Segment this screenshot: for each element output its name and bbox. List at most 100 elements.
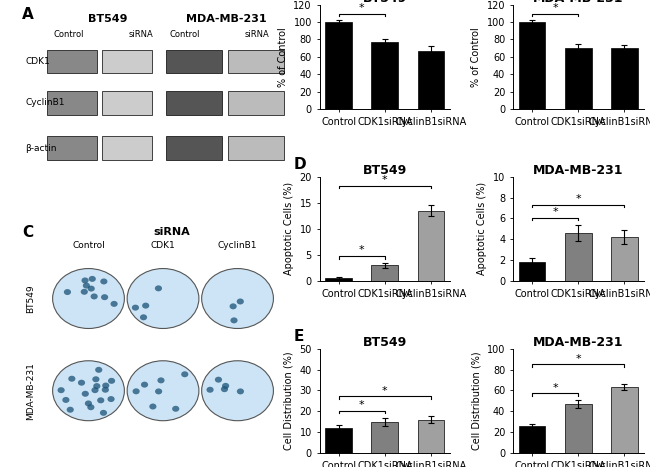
Text: *: * — [575, 354, 581, 364]
Title: BT549: BT549 — [363, 164, 407, 177]
Y-axis label: Cell Distribution (%): Cell Distribution (%) — [471, 352, 481, 450]
Text: siRNA: siRNA — [244, 30, 269, 39]
Bar — [228, 136, 285, 160]
Circle shape — [87, 404, 94, 410]
Circle shape — [97, 397, 105, 403]
Circle shape — [172, 406, 179, 412]
Bar — [102, 136, 152, 160]
Circle shape — [68, 376, 75, 382]
Circle shape — [102, 387, 109, 393]
Circle shape — [237, 298, 244, 304]
Circle shape — [222, 383, 229, 389]
Bar — [102, 91, 152, 115]
Circle shape — [215, 377, 222, 382]
Bar — [326, 22, 352, 109]
Text: D: D — [294, 157, 306, 172]
Circle shape — [127, 269, 199, 328]
Circle shape — [90, 293, 98, 299]
Circle shape — [157, 377, 164, 383]
Circle shape — [202, 269, 274, 328]
Bar — [166, 50, 222, 73]
Text: BT549: BT549 — [26, 284, 35, 313]
Circle shape — [202, 361, 274, 421]
Text: *: * — [359, 3, 365, 13]
Circle shape — [92, 387, 99, 393]
Circle shape — [141, 382, 148, 388]
Circle shape — [81, 289, 88, 295]
Circle shape — [95, 367, 102, 373]
Bar — [611, 387, 638, 453]
Circle shape — [93, 383, 100, 389]
Text: CDK1: CDK1 — [25, 57, 50, 66]
Y-axis label: % of Control: % of Control — [471, 27, 481, 87]
Circle shape — [237, 389, 244, 395]
Text: MDA-MB-231: MDA-MB-231 — [26, 362, 35, 420]
Circle shape — [81, 277, 88, 283]
Text: CyclinB1: CyclinB1 — [218, 241, 257, 250]
Circle shape — [142, 303, 150, 309]
Bar — [228, 50, 285, 73]
Circle shape — [111, 301, 118, 307]
Text: Control: Control — [54, 30, 84, 39]
Title: MDA-MB-231: MDA-MB-231 — [533, 164, 623, 177]
Text: *: * — [359, 400, 365, 410]
Text: E: E — [294, 329, 304, 344]
Circle shape — [207, 387, 214, 393]
Bar — [47, 50, 97, 73]
Bar — [611, 237, 638, 281]
Title: MDA-MB-231: MDA-MB-231 — [533, 0, 623, 5]
Bar — [47, 136, 97, 160]
Bar — [519, 426, 545, 453]
Circle shape — [83, 283, 90, 289]
Text: *: * — [359, 246, 365, 255]
Circle shape — [64, 289, 71, 295]
Circle shape — [101, 294, 108, 300]
Text: β-actin: β-actin — [25, 143, 57, 153]
Bar — [228, 91, 285, 115]
Text: Control: Control — [72, 241, 105, 250]
Text: *: * — [552, 3, 558, 13]
Text: MDA-MB-231: MDA-MB-231 — [186, 14, 266, 24]
Circle shape — [155, 389, 162, 395]
Text: C: C — [22, 225, 33, 240]
Text: BT549: BT549 — [88, 14, 127, 24]
Circle shape — [140, 314, 147, 320]
Circle shape — [88, 276, 96, 282]
Bar — [565, 404, 592, 453]
Circle shape — [102, 382, 109, 389]
Circle shape — [230, 318, 238, 323]
Bar — [565, 48, 592, 109]
Text: Control: Control — [170, 30, 200, 39]
Text: CDK1: CDK1 — [151, 241, 176, 250]
Text: *: * — [552, 382, 558, 393]
Circle shape — [100, 278, 107, 284]
Text: *: * — [575, 194, 581, 205]
Circle shape — [85, 400, 92, 406]
Circle shape — [100, 410, 107, 416]
Bar — [371, 42, 398, 109]
Bar — [166, 136, 222, 160]
Circle shape — [88, 286, 95, 291]
Text: *: * — [382, 175, 387, 185]
Bar — [47, 91, 97, 115]
Circle shape — [82, 391, 89, 397]
Circle shape — [53, 269, 124, 328]
Circle shape — [132, 304, 139, 311]
Circle shape — [133, 389, 140, 394]
Bar — [371, 422, 398, 453]
Bar — [166, 91, 222, 115]
Title: BT549: BT549 — [363, 0, 407, 5]
Bar — [417, 420, 444, 453]
Bar — [611, 48, 638, 109]
Y-axis label: Cell Distribution (%): Cell Distribution (%) — [284, 352, 294, 450]
Bar — [417, 51, 444, 109]
Text: *: * — [552, 207, 558, 217]
Text: A: A — [22, 7, 34, 21]
Circle shape — [221, 386, 228, 392]
Bar — [326, 278, 352, 281]
Text: *: * — [382, 386, 387, 396]
Circle shape — [107, 396, 114, 402]
Circle shape — [229, 304, 237, 309]
Title: MDA-MB-231: MDA-MB-231 — [533, 336, 623, 349]
Bar — [519, 262, 545, 281]
